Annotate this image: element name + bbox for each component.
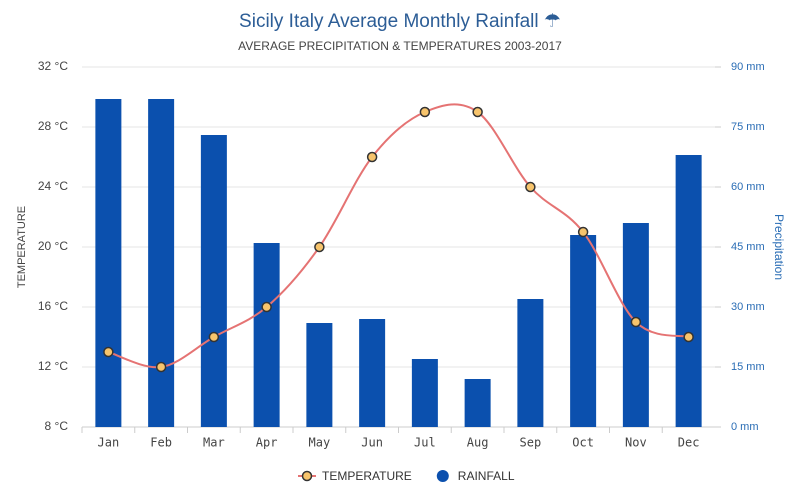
x-tick-label: May — [309, 436, 331, 450]
legend-label: TEMPERATURE — [322, 469, 412, 483]
y2-tick-label: 0 mm — [731, 421, 759, 433]
temperature-point — [577, 226, 589, 238]
temperature-point — [366, 151, 378, 163]
bar — [95, 99, 122, 427]
bar — [464, 379, 491, 427]
chart-subtitle: AVERAGE PRECIPITATION & TEMPERATURES 200… — [238, 39, 562, 53]
y-tick-label: 12 °C — [38, 359, 68, 373]
legend-marker — [436, 470, 449, 482]
temperature-point — [419, 106, 431, 118]
y2-tick-label: 90 mm — [731, 61, 765, 73]
y-tick-label: 20 °C — [38, 239, 68, 253]
temperature-point — [103, 346, 114, 358]
y-axis-title: TEMPERATURE — [16, 206, 28, 288]
x-tick-label: Apr — [256, 436, 278, 450]
bar — [570, 235, 597, 427]
temperature-point — [208, 331, 220, 343]
x-tick-label: Feb — [150, 436, 172, 450]
bar — [148, 99, 175, 427]
x-tick-label: Aug — [467, 436, 489, 450]
x-tick-label: Jun — [361, 436, 383, 450]
x-tick-label: Jan — [98, 436, 120, 450]
temperature-point — [314, 241, 325, 253]
y2-tick-label: 45 mm — [731, 241, 765, 253]
y-tick-label: 24 °C — [38, 179, 68, 193]
x-tick-label: Dec — [678, 436, 700, 450]
y2-tick-label: 15 mm — [731, 361, 765, 373]
bar — [411, 359, 438, 427]
temperature-point — [472, 106, 483, 118]
temperature-point — [630, 316, 642, 328]
x-tick-label: Oct — [572, 436, 594, 450]
bar — [675, 155, 702, 427]
bar — [200, 135, 227, 427]
chart-title: Sicily Italy Average Monthly Rainfall ☂ — [239, 11, 561, 32]
x-tick-label: Sep — [520, 436, 542, 450]
x-tick-label: Nov — [625, 436, 647, 450]
x-tick-label: Mar — [203, 436, 225, 450]
temperature-line — [108, 103, 689, 369]
bar — [359, 319, 386, 427]
bar — [306, 323, 333, 427]
y2-axis-title: Precipitation — [772, 214, 786, 280]
y2-tick-label: 60 mm — [731, 181, 765, 193]
y-tick-label: 8 °C — [45, 419, 69, 433]
bar — [517, 299, 544, 427]
temperature-point — [525, 181, 536, 193]
y2-tick-label: 75 mm — [731, 121, 765, 133]
y-tick-label: 16 °C — [38, 299, 68, 313]
temperature-point — [261, 301, 272, 313]
x-tick-label: Jul — [414, 436, 436, 450]
legend-label: RAINFALL — [458, 469, 515, 483]
y-tick-label: 32 °C — [38, 59, 68, 73]
temperature-point — [155, 361, 167, 373]
temperature-point — [683, 331, 694, 343]
bar — [253, 243, 280, 427]
y-tick-label: 28 °C — [38, 119, 68, 133]
legend-marker — [301, 470, 313, 482]
y2-tick-label: 30 mm — [731, 301, 765, 313]
